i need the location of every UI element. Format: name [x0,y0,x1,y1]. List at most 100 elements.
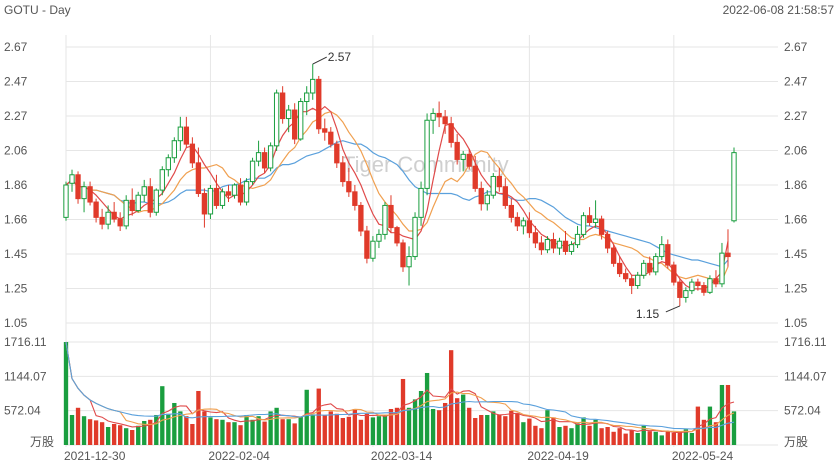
volume-bar [238,425,243,445]
price-tick-label-right: 1.86 [784,178,808,192]
volume-bar [491,411,496,445]
candle-body [695,281,701,287]
volume-bar [521,422,526,445]
volume-bar [629,429,634,445]
volume-bar [322,414,327,445]
volume-bar [69,414,75,445]
candle-body [623,273,629,280]
volume-bar [689,432,695,445]
price-tick-label-left: 1.66 [4,213,28,227]
volume-bar [334,413,339,445]
min-annotation-label: 1.15 [636,307,660,321]
volume-bar [148,419,153,445]
candle-body [316,78,322,130]
candle-body [707,278,713,293]
candle-body [701,285,707,293]
candle-body [382,204,388,235]
candle-body [69,174,75,184]
volume-bar [142,420,147,445]
candle-body [286,109,292,120]
volume-bar [515,413,520,445]
candle-body [436,112,442,118]
candle-body [610,247,617,264]
price-tick-label-right: 1.25 [784,282,808,296]
volume-bar [220,419,225,445]
volume-bar [352,408,358,445]
volume-bar [388,408,394,445]
candle-body [544,239,551,251]
volume-ma5-line [65,341,735,434]
volume-bar [172,402,177,445]
candle-body [207,187,214,215]
volume-bar [292,423,297,445]
price-tick-label-right: 1.45 [784,247,808,261]
volume-bar [99,422,105,445]
candle-body [466,153,472,167]
candle-body [111,211,117,220]
price-tick-label-right: 1.66 [784,213,808,227]
candle-body [273,92,280,147]
volume-bar [659,435,664,445]
candle-body [677,281,683,298]
candle-body [292,109,298,140]
max-annotation-label: 2.57 [328,50,352,64]
candle-body [616,262,623,275]
volume-bar [635,432,640,445]
volume-bar [316,388,321,445]
candle-body [442,116,448,125]
volume-bar [545,410,550,445]
volume-bar [653,431,658,445]
candle-body [394,227,400,244]
volume-bar [166,413,171,445]
candle-body [213,187,220,206]
volume-bar [370,417,376,445]
price-tick-label-left: 2.47 [4,75,28,89]
volume-bar [298,416,303,445]
candle-body [364,230,370,259]
price-tick-label-right: 1.05 [784,316,808,330]
volume-bar [280,419,285,445]
time-tick-label: 2021-12-30 [64,449,126,463]
candle-body [484,194,490,205]
volume-bar [124,428,129,445]
volume-bar [130,429,135,445]
volume-bar [184,416,189,445]
timestamp: 2022-06-08 21:58:57 [722,3,834,17]
volume-tick-label-right: 1144.07 [784,369,827,383]
candle-body [659,244,665,258]
volume-bar [719,384,725,445]
candle-body [147,186,153,213]
price-tick-label-right: 2.47 [784,75,808,89]
candle-body [556,240,563,249]
candle-body [683,290,689,298]
candle-body [219,191,226,206]
volume-bar [376,416,382,445]
volume-unit-label-left: 万股 [30,435,54,449]
candle-body [298,101,304,140]
volume-bar [268,411,273,445]
candle-body [279,92,286,120]
candle-body [598,218,605,235]
candle-body [183,126,190,145]
volume-bar [539,428,544,445]
volume-bar [563,425,568,445]
volume-ma20-line [65,341,735,430]
volume-tick-label-left: 1144.07 [4,369,47,383]
candle-body [153,189,159,213]
candle-body [87,186,93,203]
volume-bar [485,414,490,445]
volume-bar [232,422,237,445]
volume-bar [424,372,430,445]
volume-bar [328,411,333,445]
candle-body [550,239,557,249]
volume-bar [677,431,683,445]
volume-bar [394,407,400,445]
candle-body [719,252,725,285]
candle-body [249,160,256,183]
volume-bar [455,398,460,445]
candle-body [472,165,478,189]
candle-body [412,216,418,258]
volume-unit-label-right: 万股 [784,435,808,449]
volume-bar [731,411,737,445]
candle-body [496,175,502,188]
